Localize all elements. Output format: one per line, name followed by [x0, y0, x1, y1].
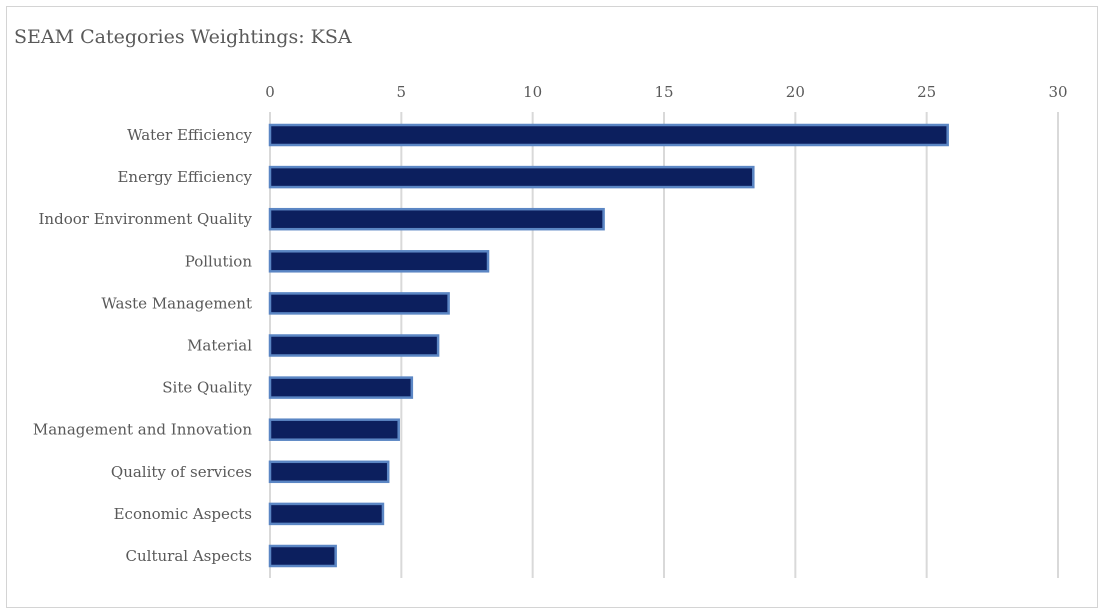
chart-frame	[6, 6, 1098, 608]
gridlines	[269, 112, 1059, 578]
chart-title: SEAM Categories Weightings: KSA	[14, 26, 352, 48]
category-label: Cultural Aspects	[126, 547, 252, 565]
bar	[268, 418, 400, 441]
x-tick-label: 5	[397, 83, 407, 101]
bars	[268, 123, 949, 568]
category-label: Waste Management	[101, 294, 252, 312]
category-label: Site Quality	[162, 379, 252, 397]
category-label: Pollution	[185, 252, 253, 270]
category-label: Quality of services	[111, 463, 252, 481]
x-tick-label: 15	[654, 83, 673, 101]
bar	[268, 502, 385, 526]
category-label: Economic Aspects	[114, 505, 252, 523]
x-tick-label: 0	[265, 83, 275, 101]
category-label: Material	[187, 337, 252, 355]
bar	[268, 250, 490, 273]
x-tick-label: 30	[1048, 83, 1067, 101]
bar	[268, 460, 390, 484]
x-tick-label: 10	[523, 83, 542, 101]
x-tick-labels: 0 5 10 15 20 25 30	[265, 83, 1067, 101]
x-tick-label: 25	[917, 83, 936, 101]
category-label: Water Efficiency	[127, 126, 252, 144]
bar	[268, 292, 450, 315]
category-label: Indoor Environment Quality	[39, 210, 253, 228]
bar	[268, 334, 440, 357]
x-tick-label: 20	[786, 83, 805, 101]
category-labels: Water Efficiency Energy Efficiency Indoor …	[33, 126, 253, 565]
bar	[268, 207, 605, 231]
bar	[268, 544, 337, 568]
category-label: Management and Innovation	[33, 421, 252, 439]
bar	[268, 165, 755, 189]
bar	[268, 123, 949, 147]
bar	[268, 376, 414, 399]
category-label: Energy Efficiency	[117, 168, 252, 186]
